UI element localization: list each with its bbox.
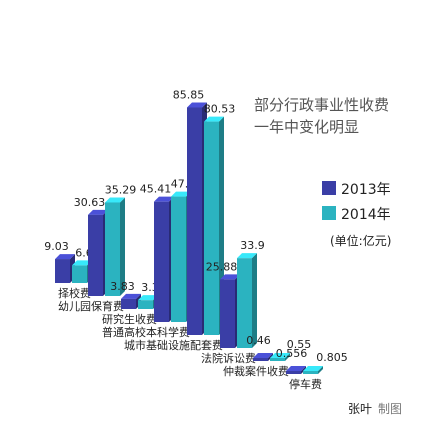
- chart-title-line-2: 一年中变化明显: [254, 118, 360, 136]
- bar-2013-0-top: [55, 254, 75, 260]
- value-label-2013-1: 30.63: [74, 196, 106, 209]
- value-label-2013-4: 85.85: [173, 88, 205, 101]
- bar-2013-5: [220, 279, 235, 348]
- bar-2013-3-top: [154, 196, 174, 202]
- category-label-6: 仲裁案件收费: [223, 364, 289, 378]
- bar-2014-6: [270, 358, 285, 361]
- bar-2014-6-side: [285, 353, 290, 361]
- bar-2013-0: [55, 259, 70, 283]
- value-label-2014-5: 33.9: [240, 239, 265, 252]
- bar-2014-7: [303, 371, 318, 374]
- category-label-3: 普通高校本科学费: [102, 325, 190, 339]
- bar-2014-5-top: [237, 253, 257, 259]
- credit: 张叶 制图: [348, 400, 402, 417]
- value-label-2013-2: 3.83: [110, 280, 135, 293]
- value-label-2013-5: 25.88: [206, 260, 238, 273]
- bar-2014-4-top: [204, 116, 224, 122]
- bar-2014-2-top: [138, 295, 158, 301]
- category-label-4: 城市基础设施配套费: [124, 338, 223, 352]
- legend-swatch-2014: [322, 206, 336, 220]
- category-label-1: 幼儿园保育费: [58, 299, 124, 313]
- bar-2014-1: [105, 202, 120, 296]
- bar-2014-3-top: [171, 191, 191, 197]
- bar-2013-6-top: [253, 353, 273, 358]
- category-label-7: 停车费: [289, 377, 322, 391]
- credit-author: 张叶: [348, 402, 373, 416]
- bar-2014-6-top: [270, 353, 290, 358]
- bar-2013-5-top: [220, 274, 240, 280]
- category-label-5: 法院诉讼费: [201, 351, 256, 365]
- bar-2014-7-top: [303, 366, 323, 371]
- bar-2013-2: [121, 298, 136, 309]
- bar-2013-3: [154, 201, 169, 322]
- bar-2013-4-top: [187, 102, 207, 108]
- bar-2014-1-top: [105, 197, 125, 203]
- bar-2014-3: [171, 196, 186, 322]
- bar-2014-4: [204, 121, 219, 336]
- bar-2014-5: [237, 258, 252, 348]
- category-label-0: 择校费: [58, 286, 91, 300]
- bar-2013-7-side: [301, 366, 306, 374]
- bar-2013-6-side: [268, 353, 273, 361]
- legend-label-2013: 2013年: [341, 182, 391, 198]
- bar-2014-2: [138, 300, 153, 309]
- chart-title-line-1: 部分行政事业性收费: [254, 96, 390, 114]
- credit-note: 制图: [378, 402, 403, 416]
- bar-2013-2-top: [121, 293, 141, 299]
- bar-2013-1-top: [88, 209, 108, 215]
- category-label-2: 研究生收费: [102, 312, 157, 326]
- value-label-2013-6: 0.46: [246, 334, 271, 347]
- bar-2014-0-top: [72, 260, 92, 266]
- value-label-2013-3: 45.41: [140, 183, 172, 196]
- legend-swatch-2013: [322, 181, 336, 195]
- value-label-2014-4: 80.53: [204, 103, 236, 116]
- bar-2014-1-side: [120, 197, 125, 296]
- bar-2013-7: [286, 371, 301, 374]
- value-label-2013-0: 9.03: [44, 240, 69, 253]
- bar-2014-7-side: [318, 366, 323, 374]
- bar-2013-1: [88, 214, 103, 296]
- bar-2013-6: [253, 358, 268, 361]
- unit-label: (单位:亿元): [330, 234, 392, 248]
- value-label-2013-7: 0.556: [276, 347, 308, 360]
- bar-2014-5-side: [252, 253, 257, 348]
- value-label-2014-6: 0.55: [287, 338, 312, 351]
- value-label-2014-7: 0.805: [316, 351, 348, 364]
- bar-2013-4: [187, 107, 202, 335]
- value-label-2014-1: 35.29: [105, 183, 137, 196]
- legend-label-2014: 2014年: [341, 207, 391, 223]
- bar-2014-0: [72, 265, 87, 283]
- bar-2013-7-top: [286, 366, 306, 371]
